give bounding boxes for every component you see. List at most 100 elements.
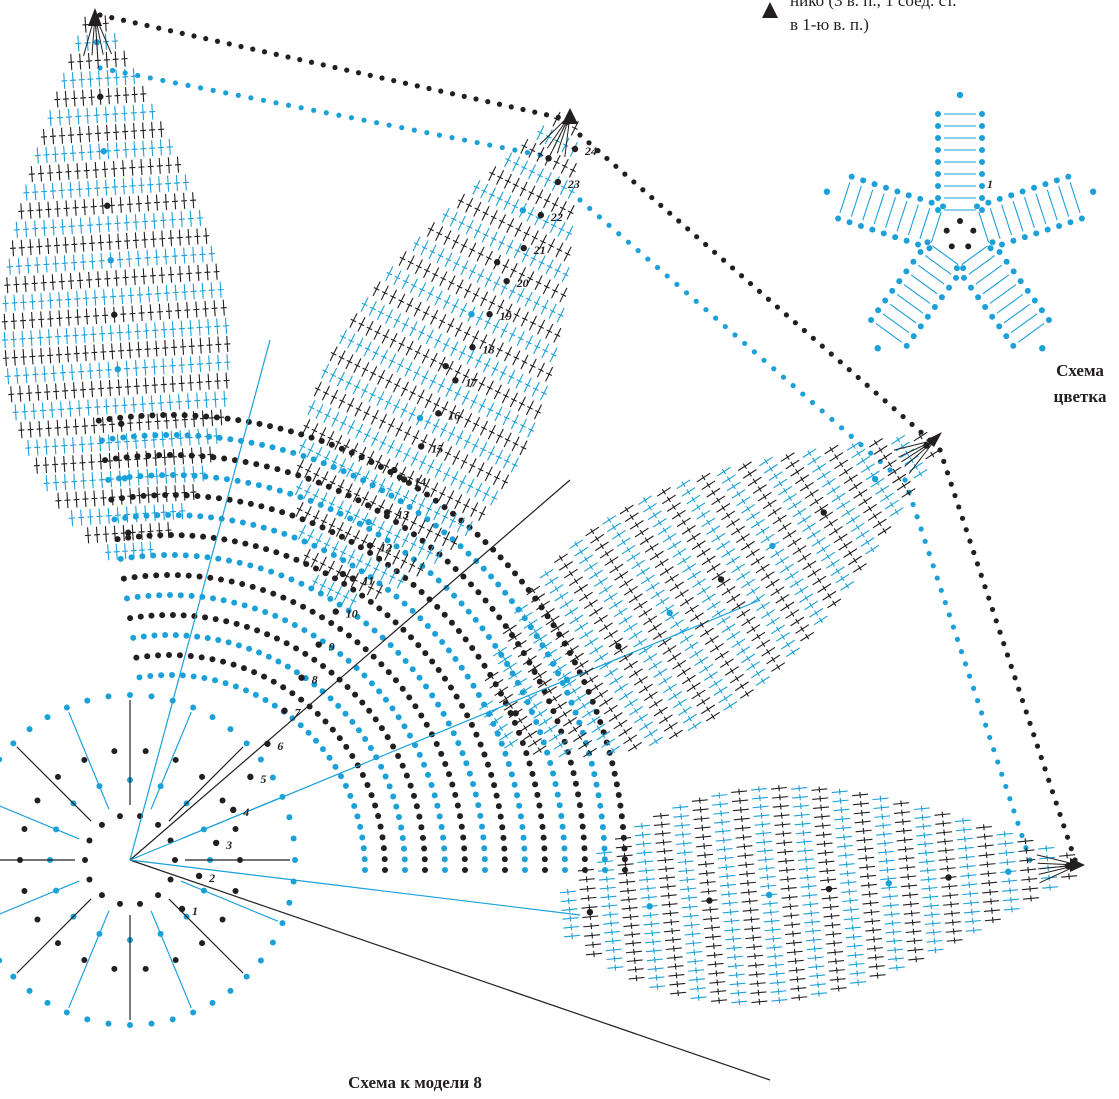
stitch-tick	[846, 870, 849, 877]
chain-stitch	[131, 574, 138, 581]
stitch-tick	[527, 276, 534, 281]
stitch-tick	[537, 152, 544, 157]
stitch-tick	[418, 546, 425, 551]
stitch-tick	[840, 806, 843, 813]
stitch-tick	[547, 650, 553, 657]
chain-stitch	[288, 576, 295, 583]
chain-stitch	[297, 57, 303, 63]
stitch-tick	[473, 422, 479, 427]
stitch-tick	[362, 367, 369, 372]
stitch-tick	[735, 527, 741, 534]
chain-stitch	[537, 729, 544, 736]
chain-stitch	[227, 436, 234, 443]
chain-stitch	[474, 531, 481, 538]
chain-stitch	[1012, 675, 1018, 681]
stitch-tick	[543, 219, 549, 224]
chain-stitch	[484, 761, 491, 768]
stitch-tick	[663, 848, 666, 855]
chain-stitch	[441, 611, 448, 618]
chain-stitch	[979, 183, 985, 189]
stitch-tick	[872, 513, 877, 519]
stitch-tick	[557, 703, 563, 710]
chain-stitch	[82, 857, 88, 863]
stitch-tick	[710, 915, 713, 922]
chain-stitch	[458, 823, 465, 830]
stitch-tick	[402, 495, 409, 500]
stitch-tick	[910, 901, 912, 908]
stitch-tick	[529, 148, 536, 153]
chain-stitch	[354, 613, 361, 620]
chain-stitch	[310, 632, 317, 639]
stitch-tick	[848, 888, 851, 895]
chain-stitch	[398, 824, 405, 831]
chain-stitch	[382, 773, 389, 780]
stitch-tick	[760, 565, 765, 572]
stitch-tick	[721, 468, 727, 475]
stitch-tick	[660, 812, 662, 819]
stitch-tick	[664, 568, 669, 574]
stitch-tick	[466, 225, 473, 229]
stitch-tick	[837, 985, 840, 992]
chain-stitch	[233, 620, 240, 627]
stitch-tick	[491, 496, 498, 500]
stitch-tick	[688, 894, 690, 902]
stitch-tick	[628, 700, 634, 707]
stitch-tick	[297, 464, 304, 469]
stitch-tick	[800, 626, 805, 632]
stitch	[1035, 193, 1047, 225]
chain-stitch	[621, 856, 628, 863]
stitch-tick	[648, 730, 654, 737]
chain-stitch	[595, 792, 602, 799]
stitch	[150, 910, 192, 1009]
stitch-tick	[567, 210, 574, 215]
stitch-tick	[795, 967, 798, 974]
chain-stitch	[81, 756, 88, 763]
stitch-tick	[451, 476, 458, 481]
stitch-tick	[417, 567, 424, 572]
stitch	[989, 208, 1001, 239]
stitch-tick	[362, 496, 368, 501]
chain-stitch	[342, 782, 349, 789]
chain-stitch	[529, 709, 536, 716]
chain-stitch	[504, 562, 511, 569]
stitch-tick	[737, 989, 740, 996]
chain-stitch	[290, 835, 297, 842]
stitch-tick	[390, 338, 397, 343]
stitch-tick	[480, 339, 487, 344]
stitch-tick	[574, 616, 579, 623]
chain-stitch	[619, 823, 626, 830]
stitch-tick	[763, 839, 765, 846]
chain-stitch	[957, 218, 963, 224]
stitch-tick	[673, 731, 678, 738]
stitch-tick	[657, 519, 662, 526]
chain-stitch	[1005, 868, 1012, 875]
stitch-tick	[444, 235, 451, 240]
chain-stitch	[207, 514, 214, 521]
stitch-tick	[760, 603, 766, 610]
stitch-tick	[850, 517, 856, 523]
stitch-tick	[1029, 885, 1031, 892]
stitch-tick	[497, 175, 504, 180]
chain-stitch	[481, 856, 488, 863]
chain-stitch	[348, 115, 355, 121]
stitch-tick	[443, 300, 450, 304]
stitch-tick	[327, 587, 334, 592]
stitch-tick	[469, 463, 476, 468]
stitch-tick	[593, 609, 598, 615]
stitch-tick	[681, 519, 686, 526]
stitch-tick	[611, 938, 614, 945]
chain-stitch	[541, 856, 548, 863]
stitch-tick	[880, 487, 885, 493]
chain-stitch	[487, 142, 493, 148]
stitch-tick	[891, 920, 894, 927]
stitch-tick	[345, 381, 352, 385]
chain-stitch	[371, 627, 378, 634]
stitch-tick	[706, 595, 711, 601]
stitch-tick	[638, 602, 643, 609]
stitch-tick	[766, 649, 771, 655]
stitch-tick	[381, 355, 387, 359]
stitch-tick	[296, 507, 303, 512]
chain-stitch	[938, 587, 944, 593]
stitch-tick	[420, 439, 427, 444]
stitch-tick	[603, 624, 608, 631]
